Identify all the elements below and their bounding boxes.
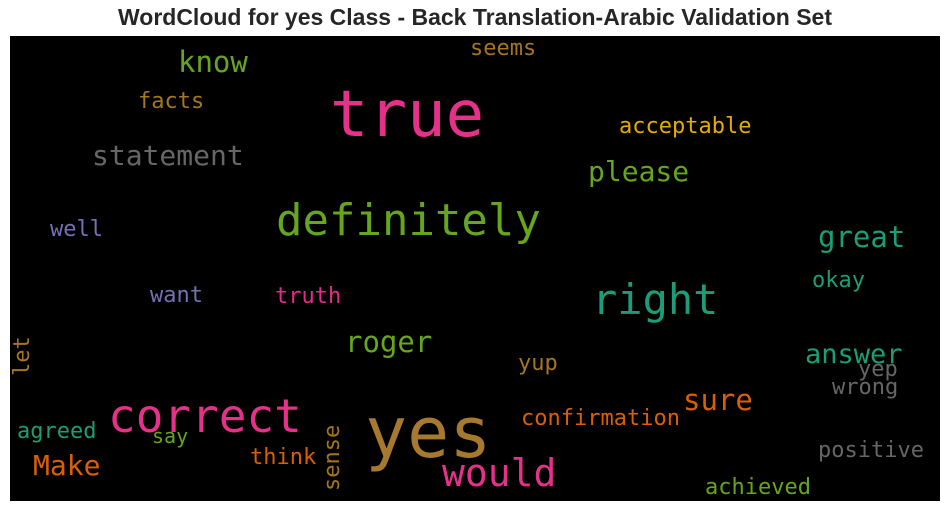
- word-say: say: [152, 424, 189, 448]
- word-cloud-canvas: true yes correct definitely right would …: [10, 36, 940, 501]
- word-okay: okay: [812, 268, 865, 293]
- word-let: let: [10, 336, 35, 376]
- word-statement: statement: [92, 139, 244, 172]
- word-please: please: [588, 155, 690, 188]
- word-facts: facts: [138, 89, 205, 114]
- word-know: know: [178, 45, 248, 79]
- word-well: well: [50, 217, 103, 242]
- word-yep: yep: [858, 357, 898, 382]
- word-sure: sure: [683, 383, 753, 417]
- word-yes: yes: [365, 392, 492, 474]
- word-confirmation: confirmation: [521, 406, 680, 431]
- word-sense: sense: [320, 424, 345, 491]
- word-answer: answer: [805, 339, 903, 370]
- word-would: would: [442, 451, 557, 495]
- word-seems: seems: [470, 36, 537, 61]
- word-right: right: [592, 275, 719, 324]
- word-correct: correct: [108, 389, 302, 443]
- word-great: great: [818, 220, 906, 254]
- word-acceptable: acceptable: [619, 114, 752, 139]
- word-roger: roger: [345, 325, 433, 359]
- word-truth: truth: [275, 284, 342, 309]
- word-agreed: agreed: [17, 419, 97, 444]
- word-think: think: [250, 445, 317, 470]
- chart-title: WordCloud for yes Class - Back Translati…: [117, 4, 833, 30]
- word-yup: yup: [518, 351, 558, 376]
- word-positive: positive: [818, 438, 924, 463]
- word-achieved: achieved: [705, 475, 811, 500]
- word-definitely: definitely: [276, 195, 541, 246]
- word-want: want: [150, 283, 203, 308]
- word-wrong: wrong: [832, 375, 899, 400]
- word-make: Make: [33, 449, 101, 482]
- word-true: true: [330, 78, 485, 152]
